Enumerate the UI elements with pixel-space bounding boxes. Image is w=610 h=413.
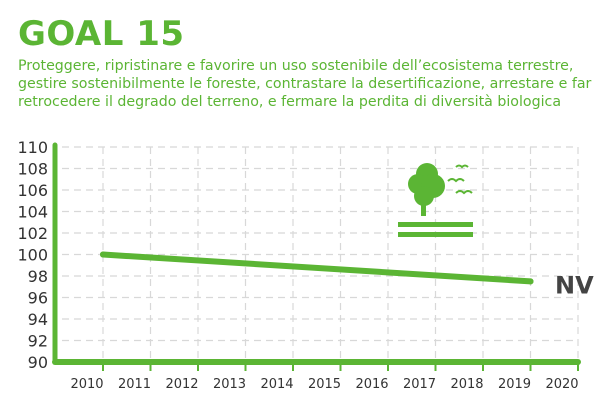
- x-tick-label: 2017: [403, 377, 436, 392]
- y-tick-label: 100: [17, 246, 48, 265]
- x-tick-label: 2013: [213, 377, 246, 392]
- x-tick-label: 2016: [355, 377, 388, 392]
- nv-annotation: NV: [555, 271, 594, 299]
- y-tick-label: 106: [17, 181, 48, 200]
- y-tick-label: 90: [28, 353, 48, 372]
- y-tick-label: 96: [28, 289, 48, 308]
- y-tick-label: 98: [28, 267, 48, 286]
- x-tick-label: 2019: [498, 377, 531, 392]
- goal-subtitle: Proteggere, ripristinare e favorire un u…: [18, 58, 592, 110]
- x-tick-label: 2018: [450, 377, 483, 392]
- x-tick-label: 2011: [118, 377, 151, 392]
- x-tick-label: 2015: [308, 377, 341, 392]
- y-tick-label: 110: [17, 138, 48, 157]
- series-line: [100, 251, 534, 285]
- y-tick-label: 102: [17, 224, 48, 243]
- x-tick-label: 2012: [165, 377, 198, 392]
- x-tick-label: 2010: [70, 377, 103, 392]
- y-tick-label: 104: [17, 203, 48, 222]
- tree-birds-icon: [398, 163, 473, 237]
- x-tick-label: 2020: [545, 377, 578, 392]
- y-tick-label: 92: [28, 332, 48, 351]
- data-point: [527, 278, 534, 285]
- y-tick-label: 108: [17, 160, 48, 179]
- goal-title: GOAL 15: [18, 14, 185, 54]
- y-tick-label: 94: [28, 310, 48, 329]
- data-point: [100, 251, 106, 258]
- x-tick-label: 2014: [260, 377, 293, 392]
